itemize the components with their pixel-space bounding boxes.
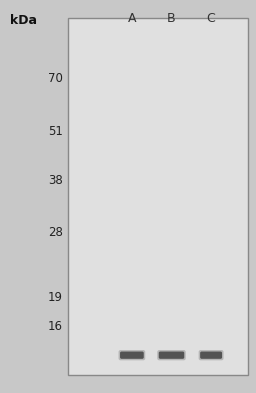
Text: A: A — [128, 12, 136, 25]
Text: 38: 38 — [48, 174, 63, 187]
FancyBboxPatch shape — [199, 350, 223, 360]
FancyBboxPatch shape — [157, 350, 186, 360]
FancyBboxPatch shape — [200, 351, 222, 359]
FancyBboxPatch shape — [120, 351, 144, 359]
Text: 19: 19 — [48, 291, 63, 304]
FancyBboxPatch shape — [159, 351, 184, 359]
Bar — [68, 18, 248, 375]
FancyBboxPatch shape — [119, 350, 145, 360]
Text: 28: 28 — [48, 226, 63, 239]
Text: 16: 16 — [48, 320, 63, 333]
Text: 70: 70 — [48, 72, 63, 84]
Text: 51: 51 — [48, 125, 63, 138]
Text: B: B — [167, 12, 176, 25]
Text: C: C — [207, 12, 216, 25]
Text: kDa: kDa — [10, 14, 37, 27]
